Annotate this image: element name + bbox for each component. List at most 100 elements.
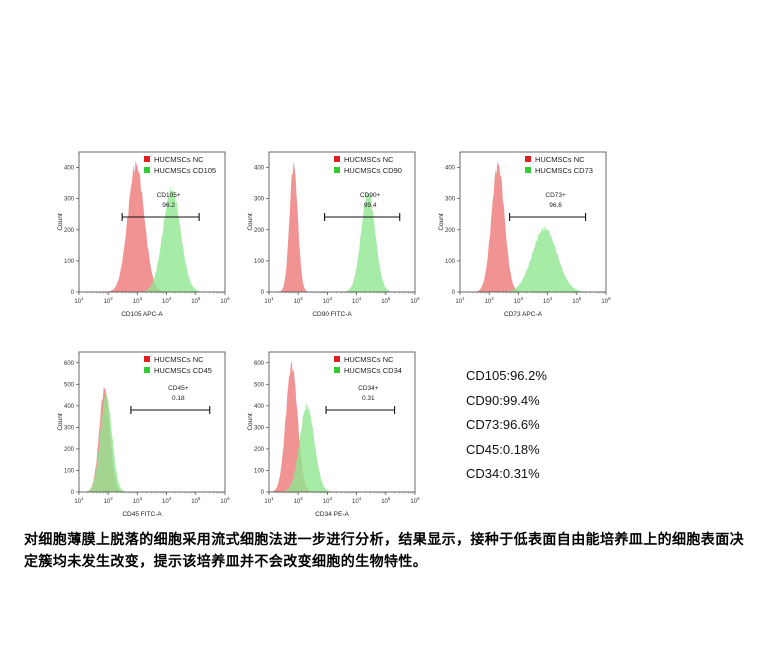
summary-line-cd90: CD90:99.4% xyxy=(466,392,540,408)
x-tick-label: 104 xyxy=(162,496,172,505)
y-tick-label: 0 xyxy=(71,290,75,296)
gate-label: CD34+ xyxy=(358,385,379,392)
y-tick-label: 300 xyxy=(64,425,75,431)
legend-swatch xyxy=(144,367,150,373)
y-tick-label: 0 xyxy=(261,290,265,296)
summary-line-cd34: CD34:0.31% xyxy=(466,466,540,481)
x-tick-label: 103 xyxy=(514,296,524,305)
x-tick-label: 103 xyxy=(133,496,143,505)
x-tick-label: 103 xyxy=(323,496,333,505)
x-tick-label: 105 xyxy=(381,496,391,505)
y-tick-label: 400 xyxy=(445,166,456,172)
x-tick-label: 103 xyxy=(323,296,333,305)
plot-frame xyxy=(78,351,226,493)
y-tick-label: 200 xyxy=(64,228,75,234)
y-axis-label: Count xyxy=(247,213,254,231)
x-tick-label: 101 xyxy=(74,296,84,305)
y-axis-label: Count xyxy=(247,413,254,431)
histogram-panel-cd105: 0 100 200 300 400 101 102 103 104 105 106 CD105 APC… xyxy=(55,140,245,340)
x-tick-label: 106 xyxy=(410,296,420,305)
y-tick-label: 400 xyxy=(254,166,265,172)
x-axis-label: CD45 FITC-A xyxy=(122,511,162,518)
histogram-panel-cd34: 0 100 200 300 400 500 600 101 102 103 104 105 106 CD3… xyxy=(245,340,435,540)
summary-line-cd105: CD105:96.2% xyxy=(466,368,547,383)
legend-swatch xyxy=(144,156,150,162)
legend-swatch xyxy=(334,167,340,173)
y-tick-label: 200 xyxy=(254,228,265,234)
x-tick-label: 105 xyxy=(191,296,201,305)
y-tick-label: 300 xyxy=(254,425,265,431)
x-tick-label: 101 xyxy=(264,296,274,305)
x-tick-label: 103 xyxy=(133,296,143,305)
legend-swatch xyxy=(525,167,531,173)
plot-frame xyxy=(78,151,226,293)
series-area-stained xyxy=(460,225,606,292)
x-tick-label: 106 xyxy=(601,296,611,305)
x-tick-label: 101 xyxy=(264,496,274,505)
x-tick-label: 104 xyxy=(352,496,362,505)
legend-label: HUCMSCs NC xyxy=(344,355,394,364)
series-area-nc xyxy=(79,160,225,292)
figure-caption: 对细胞薄膜上脱落的细胞采用流式细胞法进一步进行分析，结果显示，接种于低表面自由能… xyxy=(24,532,744,570)
summary-line-cd45: CD45:0.18% xyxy=(466,441,540,457)
histogram-panel-cd73: 0 100 200 300 400 101 102 103 104 105 106 CD73 APC-… xyxy=(436,140,626,340)
y-tick-label: 200 xyxy=(254,447,265,453)
legend-label: HUCMSCs NC xyxy=(154,155,204,164)
x-tick-label: 102 xyxy=(294,496,304,505)
gate-label: CD73+ xyxy=(545,192,566,199)
plot-frame xyxy=(268,151,416,293)
gate-label: CD105+ xyxy=(157,192,181,199)
y-tick-label: 400 xyxy=(254,404,265,410)
x-tick-label: 102 xyxy=(104,496,114,505)
x-tick-label: 105 xyxy=(191,496,201,505)
y-tick-label: 0 xyxy=(71,490,75,496)
legend-label: HUCMSCs NC xyxy=(154,355,204,364)
legend-label: HUCMSCs CD105 xyxy=(154,166,216,175)
y-tick-label: 400 xyxy=(64,404,75,410)
y-tick-label: 100 xyxy=(64,259,75,265)
x-tick-label: 102 xyxy=(104,296,114,305)
legend-label: HUCMSCs CD34 xyxy=(344,366,402,375)
y-axis-label: Count xyxy=(57,413,64,431)
histogram-panel-cd45: 0 100 200 300 400 500 600 101 102 103 104 105 106 CD4… xyxy=(55,340,245,540)
y-tick-label: 100 xyxy=(254,468,265,474)
y-tick-label: 500 xyxy=(254,382,265,388)
series-area-stained xyxy=(79,391,225,492)
x-tick-label: 104 xyxy=(162,296,172,305)
y-tick-label: 100 xyxy=(64,468,75,474)
x-axis-label: CD34 PE-A xyxy=(315,511,349,518)
y-tick-label: 400 xyxy=(64,166,75,172)
x-axis-label: CD105 APC-A xyxy=(121,311,163,318)
y-tick-label: 0 xyxy=(261,490,265,496)
series-area-nc xyxy=(269,361,415,492)
legend-label: HUCMSCs NC xyxy=(344,155,394,164)
legend-swatch xyxy=(144,356,150,362)
x-tick-label: 104 xyxy=(352,296,362,305)
x-tick-label: 102 xyxy=(485,296,495,305)
y-tick-label: 300 xyxy=(445,197,456,203)
percent-summary: CD105:96.2% CD90:99.4% CD73:96.6% CD45:0… xyxy=(466,364,666,487)
histogram-svg: 0 100 200 300 400 500 600 101 102 103 104 105 106 CD4… xyxy=(57,351,230,518)
legend-swatch xyxy=(334,367,340,373)
x-axis-label: CD90 FITC-A xyxy=(312,311,352,318)
histogram-svg: 0 100 200 300 400 101 102 103 104 105 106 CD73 APC-… xyxy=(438,151,611,318)
y-tick-label: 600 xyxy=(254,361,265,367)
x-tick-label: 106 xyxy=(410,496,420,505)
legend-label: HUCMSCs CD90 xyxy=(344,166,402,175)
gate-value: 0.31 xyxy=(362,395,375,402)
x-tick-label: 105 xyxy=(381,296,391,305)
x-tick-label: 104 xyxy=(543,296,553,305)
x-tick-label: 105 xyxy=(572,296,582,305)
y-tick-label: 100 xyxy=(254,259,265,265)
series-area-stained xyxy=(269,190,415,292)
gate-value: 99.4 xyxy=(364,202,377,209)
y-tick-label: 200 xyxy=(64,447,75,453)
histogram-svg: 0 100 200 300 400 101 102 103 104 105 106 CD105 APC… xyxy=(57,151,230,318)
x-tick-label: 106 xyxy=(220,296,230,305)
legend-swatch xyxy=(144,167,150,173)
legend-label: HUCMSCs CD45 xyxy=(154,366,212,375)
x-tick-label: 102 xyxy=(294,296,304,305)
y-tick-label: 600 xyxy=(64,361,75,367)
series-area-stained xyxy=(269,402,415,492)
gate-value: 96.6 xyxy=(549,202,562,209)
